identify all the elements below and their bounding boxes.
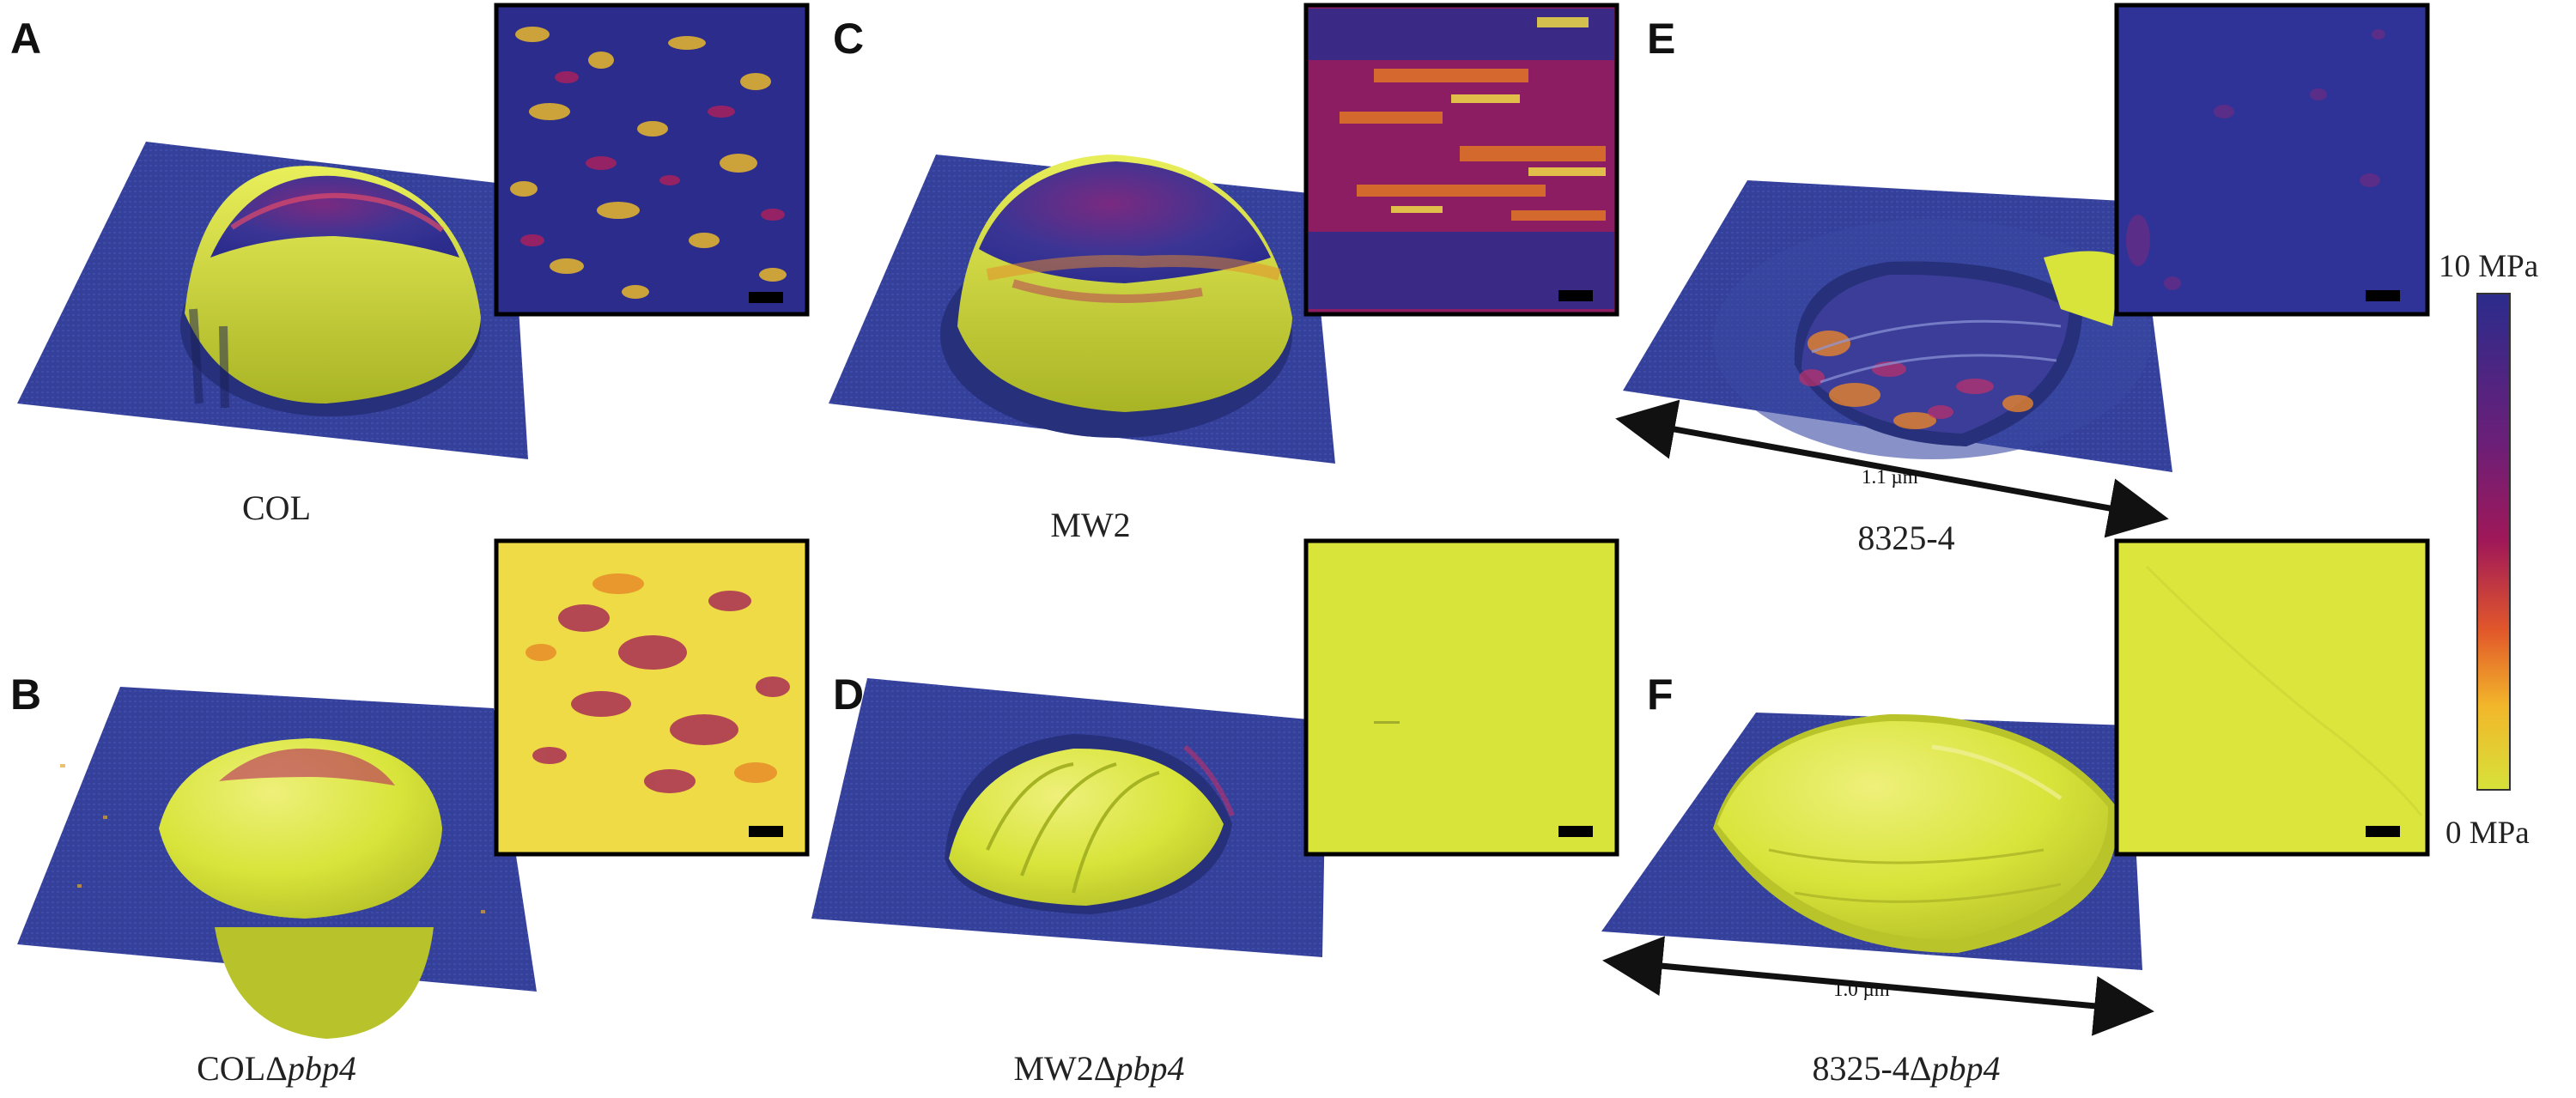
panel-c-modulus-map: [1303, 3, 1619, 317]
caption-f: 8325-4Δpbp4: [1812, 1049, 2000, 1088]
caption-a: COL: [242, 488, 311, 527]
panel-b-3d-topography: [17, 687, 537, 1039]
caption-e: 8325-4: [1857, 519, 1954, 557]
panel-e-scale-bar: 1.1 µm: [1615, 399, 2169, 538]
panel-e-modulus-map: [2114, 3, 2430, 317]
panel-letter-a: A: [10, 15, 41, 63]
panel-d-3d-topography: [811, 678, 1327, 957]
panel-f-modulus-map: [2114, 538, 2430, 857]
panel-a-modulus-map: [494, 3, 810, 317]
panel-letter-e: E: [1647, 15, 1675, 63]
caption-c: MW2: [1050, 506, 1130, 544]
scale-label-f: 1.0 µm: [1833, 979, 1890, 1000]
panel-a-3d-topography: [17, 142, 528, 459]
panel-letter-f: F: [1647, 670, 1674, 719]
panel-letter-d: D: [833, 670, 864, 719]
caption-f-gene: pbp4: [1929, 1049, 2001, 1088]
panel-e-3d-topography: [1623, 180, 2172, 472]
panel-c-3d-topography: [829, 155, 1335, 464]
caption-b-gene: pbp4: [285, 1049, 356, 1088]
scale-label-e: 1.1 µm: [1862, 466, 1918, 488]
panel-b-modulus-map: [494, 538, 810, 857]
modulus-colorbar: 10 MPa 0 MPa: [2439, 249, 2538, 851]
caption-f-strain: 8325-4Δ: [1812, 1049, 1931, 1088]
panel-d-modulus-map: [1303, 538, 1619, 857]
colorbar-max-label: 10 MPa: [2439, 249, 2538, 284]
caption-d: MW2Δpbp4: [1013, 1049, 1184, 1088]
panel-letter-c: C: [833, 15, 864, 63]
panel-letter-b: B: [10, 670, 41, 719]
panel-f-3d-topography: [1601, 713, 2142, 970]
panel-f-scale-bar: 1.0 µm: [1602, 936, 2154, 1036]
caption-d-strain: MW2Δ: [1013, 1049, 1115, 1088]
colorbar-min-label: 0 MPa: [2445, 816, 2530, 851]
caption-b: COLΔpbp4: [197, 1049, 356, 1088]
caption-b-strain: COLΔ: [197, 1049, 288, 1088]
caption-d-gene: pbp4: [1114, 1049, 1185, 1088]
